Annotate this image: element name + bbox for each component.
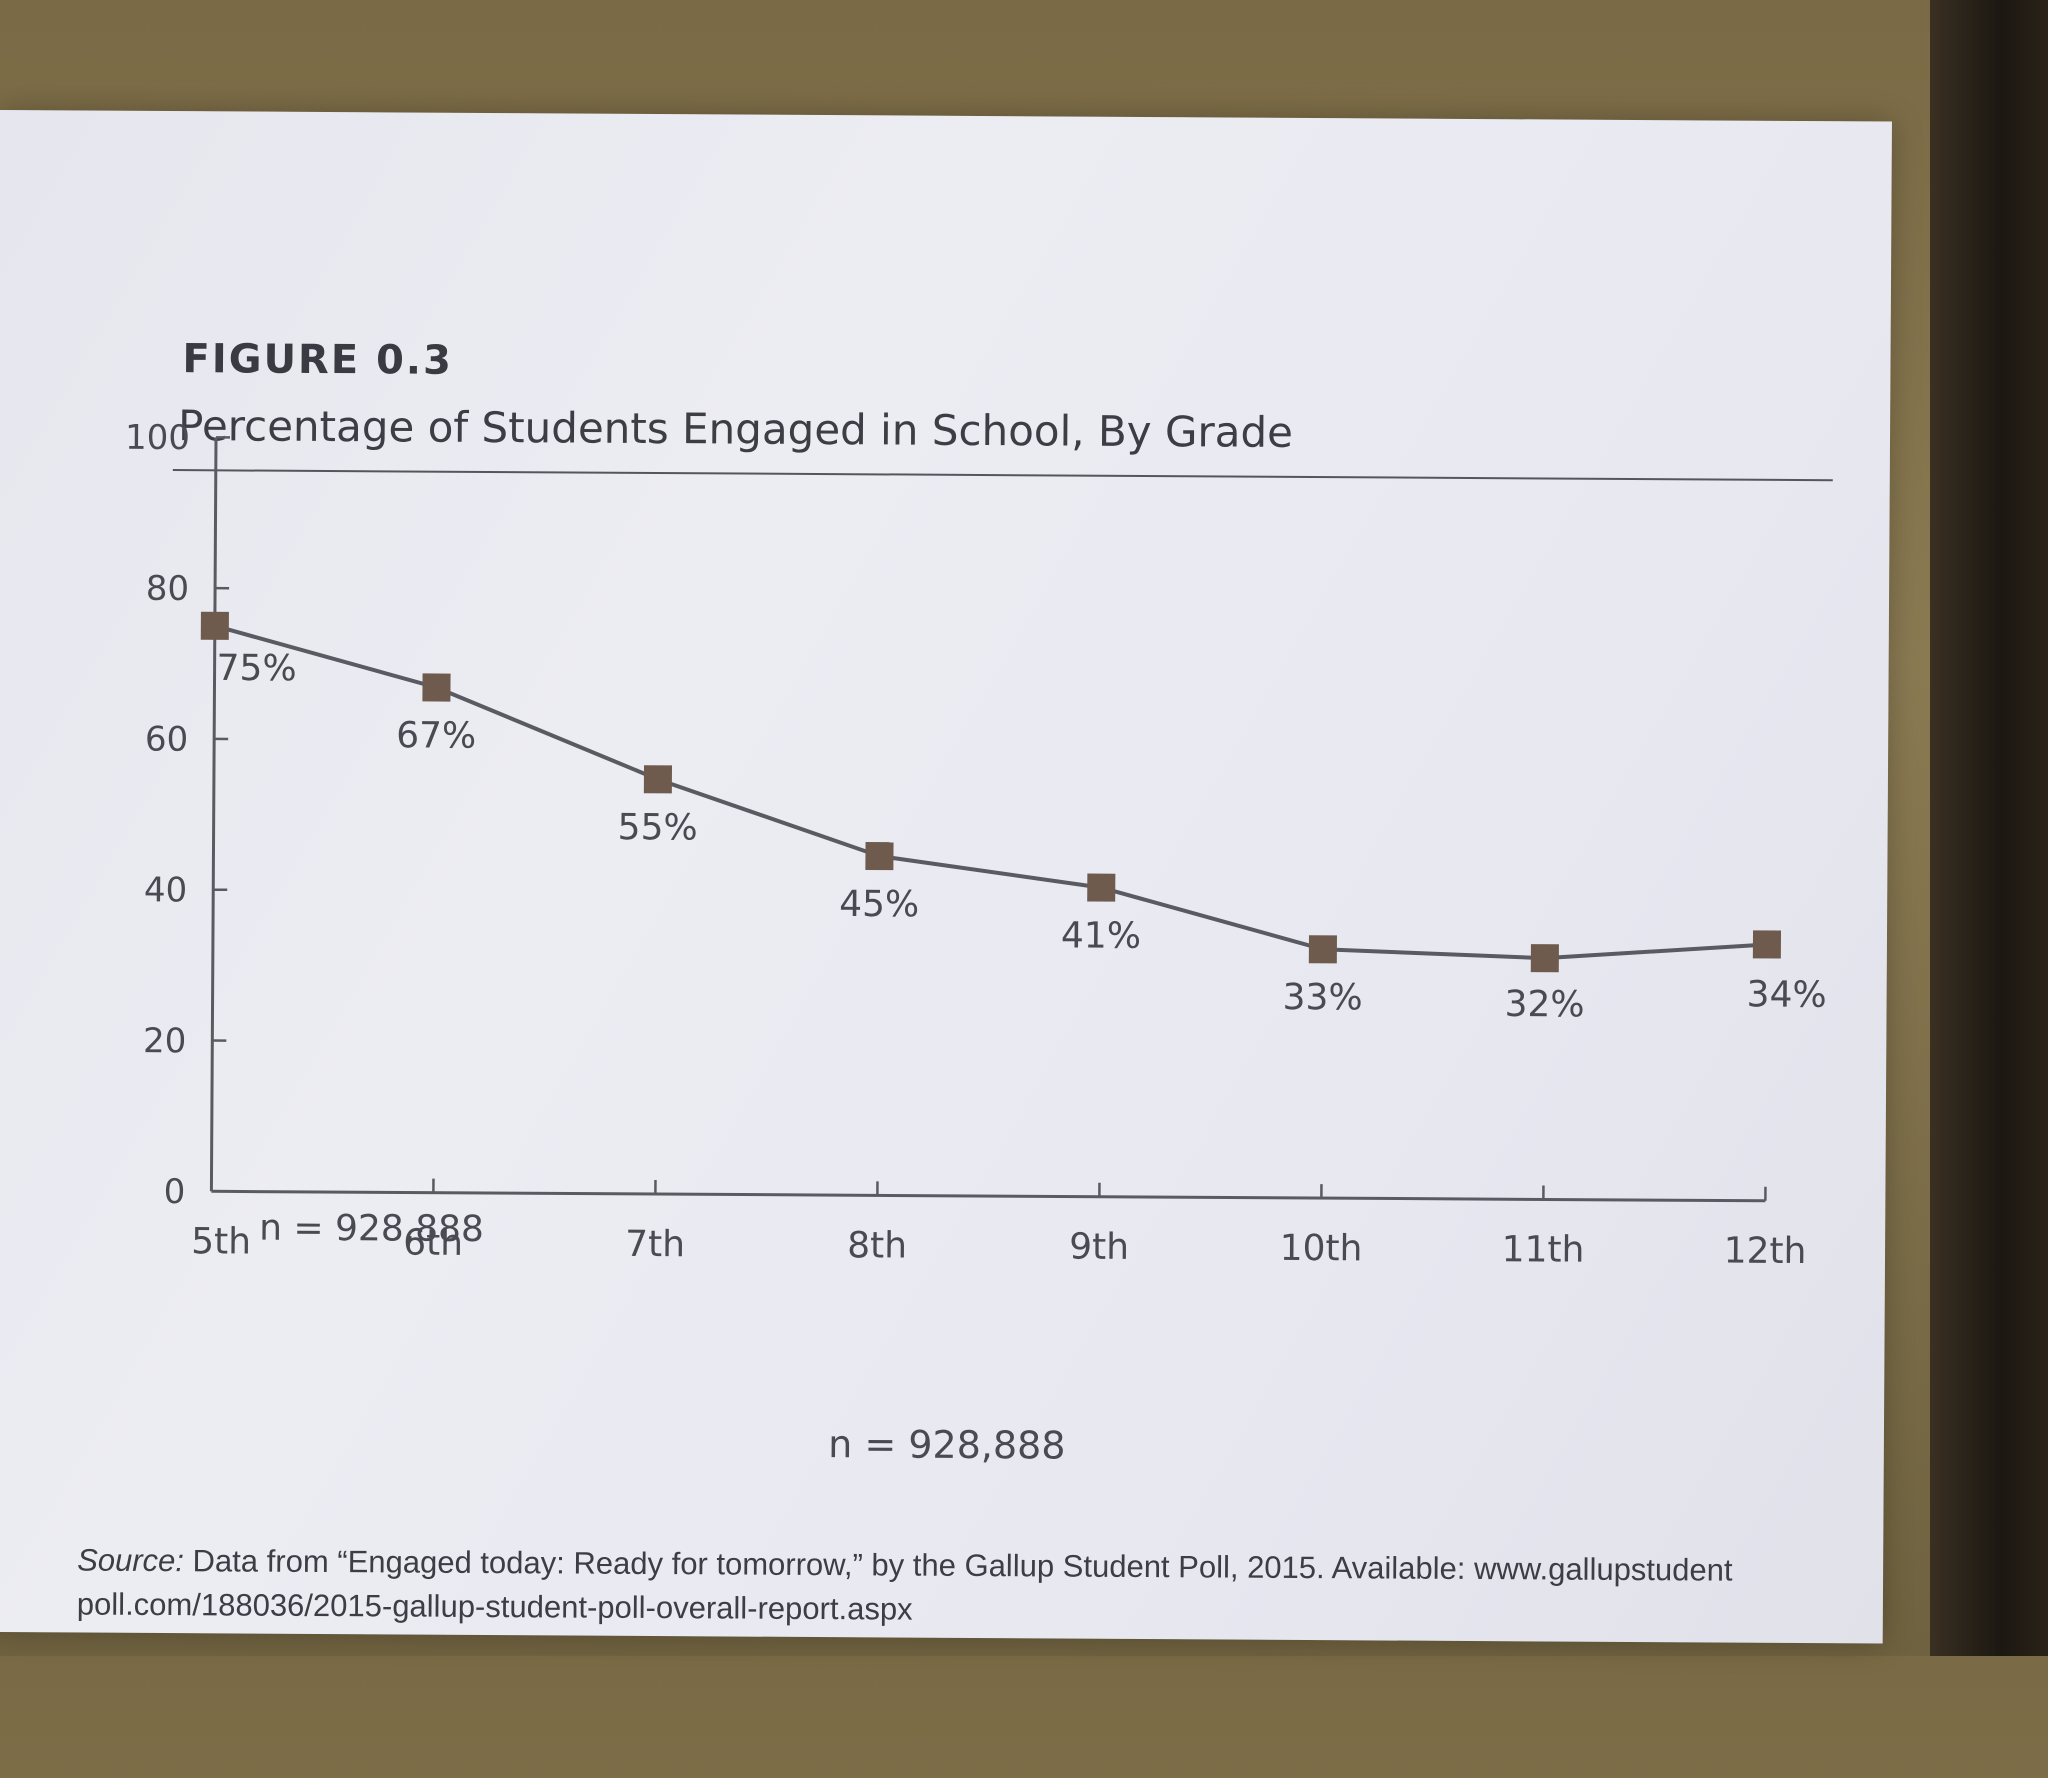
data-label: 32% xyxy=(1504,984,1584,1025)
data-label: 34% xyxy=(1746,974,1826,1015)
sample-size-annotation: n = 928,888 xyxy=(259,1208,484,1250)
y-tick-label: 40 xyxy=(144,870,188,910)
data-point-marker xyxy=(1753,930,1781,958)
y-tick-label: 20 xyxy=(143,1021,187,1061)
data-point-marker xyxy=(1087,874,1115,902)
y-tick-label: 60 xyxy=(145,719,189,759)
y-axis xyxy=(211,437,216,1191)
source-note: Source: Data from “Engaged today: Ready … xyxy=(77,1538,1838,1637)
data-label: 45% xyxy=(839,884,919,925)
data-label: 67% xyxy=(396,715,476,756)
data-label: 41% xyxy=(1061,915,1141,956)
source-label: Source: xyxy=(77,1542,184,1578)
y-tick-label: 80 xyxy=(146,569,190,609)
data-point-marker xyxy=(1531,944,1559,972)
data-point-marker xyxy=(644,765,672,793)
data-point-marker xyxy=(865,842,893,870)
data-point-marker xyxy=(422,673,450,701)
x-tick-label: 12th xyxy=(1724,1231,1807,1273)
data-label: 33% xyxy=(1282,977,1362,1018)
x-tick-label: 5th xyxy=(191,1221,251,1262)
y-tick-label: 0 xyxy=(164,1172,186,1212)
x-axis xyxy=(211,1191,1765,1200)
data-label: 75% xyxy=(216,648,296,689)
projection-screen: FIGURE 0.3 Percentage of Students Engage… xyxy=(0,110,1892,1644)
x-tick-label: 7th xyxy=(625,1224,685,1265)
sample-size-note: n = 928,888 xyxy=(828,1422,1065,1467)
x-tick-label: 10th xyxy=(1280,1228,1363,1270)
x-tick-label: 8th xyxy=(847,1225,907,1266)
data-point-marker xyxy=(201,612,229,640)
x-tick-label: 11th xyxy=(1502,1229,1585,1271)
y-tick-label: 100 xyxy=(125,418,190,458)
data-label: 55% xyxy=(617,807,697,848)
x-tick-label: 9th xyxy=(1069,1227,1129,1268)
source-text: Data from “Engaged today: Ready for tomo… xyxy=(77,1543,1733,1626)
data-point-marker xyxy=(1309,935,1337,963)
